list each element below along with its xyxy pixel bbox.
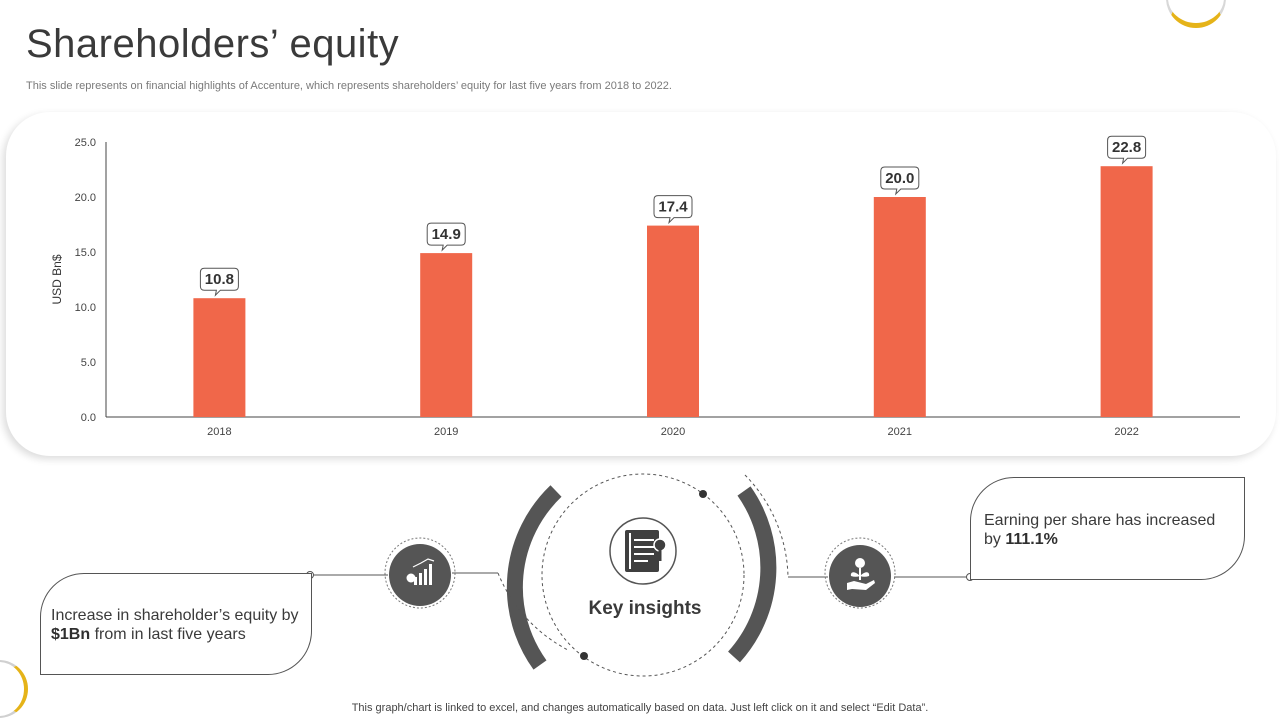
key-insights-title: Key insights: [588, 598, 702, 619]
insight-box-left: Increase in shareholder’s equity by $1Bn…: [40, 573, 312, 675]
y-tick-label: 15.0: [75, 247, 96, 259]
bar: [873, 197, 926, 417]
y-tick-label: 25.0: [75, 137, 96, 149]
y-axis-title: USD Bn$: [50, 254, 64, 304]
equity-bar-chart[interactable]: 0.0 5.0 10.0 15.0 20.0 25.0 USD Bn$ 2018 10.8 201…: [0, 0, 1280, 460]
page-title: Shareholders’ equity: [26, 22, 400, 66]
y-tick-label: 5.0: [81, 357, 96, 369]
data-label-callout: [1107, 135, 1147, 165]
center-dot-bottom: [580, 652, 588, 660]
y-tick-label: 0.0: [81, 412, 96, 424]
center-dot-top: [699, 490, 707, 498]
data-label-callout: [426, 222, 466, 252]
data-label: 17.4: [658, 199, 688, 216]
money-plant-hand-icon: [847, 558, 875, 590]
data-label: 10.8: [205, 271, 234, 288]
y-tick-label: 10.0: [75, 302, 96, 314]
center-dashed-circle: [541, 473, 745, 677]
data-label: 14.9: [432, 226, 461, 243]
notebook-key-icon: [625, 530, 667, 572]
left-icon-ring: [384, 537, 456, 609]
x-tick-label: 2019: [434, 426, 458, 438]
data-label-callout: [199, 267, 239, 297]
left-thick-arc: [506, 485, 562, 670]
x-tick-label: 2022: [1114, 426, 1138, 438]
data-label: 20.0: [885, 170, 914, 187]
data-label-callout: [653, 195, 693, 225]
growth-chart-icon: [406, 558, 435, 585]
right-dashed-arc: [744, 474, 789, 578]
right-icon-ring: [824, 537, 896, 609]
bar: [420, 253, 473, 417]
page-subtitle: This slide represents on financial highl…: [26, 80, 672, 92]
footer-note: This graph/chart is linked to excel, and…: [351, 702, 929, 714]
data-label-callout: [880, 166, 920, 196]
insight-box-right: Earning per share has increased by 111.1…: [970, 477, 1245, 580]
x-tick-label: 2018: [207, 426, 231, 438]
y-tick-label: 20.0: [75, 192, 96, 204]
x-tick-label: 2020: [661, 426, 685, 438]
bar: [193, 298, 246, 417]
x-tick-label: 2021: [888, 426, 912, 438]
insight-text-right: Earning per share has increased by 111.1…: [984, 512, 1216, 548]
insight-text-left: Increase in shareholder’s equity by $1Bn…: [51, 607, 299, 643]
right-thick-arc: [727, 486, 777, 663]
data-label: 22.8: [1112, 139, 1141, 156]
bar: [1100, 166, 1153, 417]
bar: [647, 225, 699, 417]
